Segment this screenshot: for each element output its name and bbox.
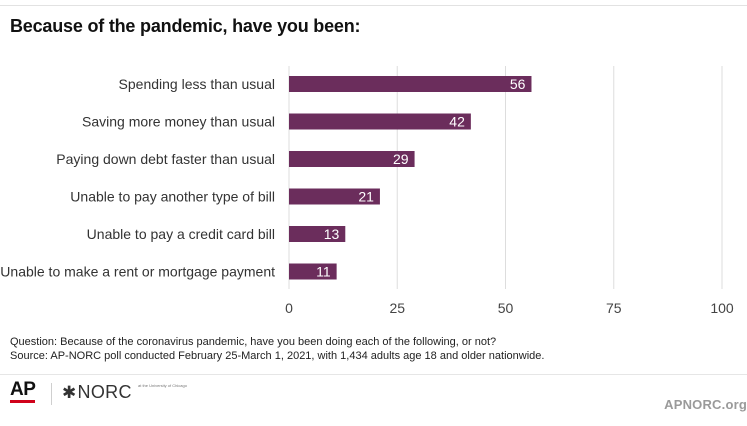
category-labels: Spending less than usual Saving more mone… — [0, 76, 275, 280]
x-tick-label: 50 — [498, 300, 514, 316]
bar — [289, 263, 337, 280]
bar-value-label: 13 — [324, 226, 340, 242]
category-label: Saving more money than usual — [82, 114, 275, 130]
ap-logo: AP — [10, 380, 36, 403]
category-label: Unable to make a rent or mortgage paymen… — [0, 264, 275, 280]
bar-value-label: 42 — [449, 114, 465, 130]
bar — [289, 226, 346, 242]
norc-logo: ✱NORC — [62, 382, 132, 403]
category-label: Unable to pay another type of bill — [70, 189, 275, 205]
bar-value-label: 56 — [510, 76, 526, 92]
bar — [289, 113, 471, 130]
chart-title: Because of the pandemic, have you been: — [10, 16, 361, 36]
category-label: Spending less than usual — [119, 76, 275, 92]
site-link[interactable]: APNORC.org — [664, 397, 747, 412]
x-tick-label: 75 — [606, 300, 622, 316]
gridlines — [288, 66, 723, 289]
x-tick-label: 0 — [285, 300, 293, 316]
bar-value-label: 11 — [316, 264, 331, 280]
x-axis-tick-labels: 0 25 50 75 100 — [285, 300, 734, 316]
logo-separator — [51, 383, 52, 405]
footer-divider — [0, 374, 747, 375]
value-labels: 56 42 29 21 13 11 — [316, 76, 526, 280]
bar — [289, 76, 532, 92]
bars — [289, 76, 532, 280]
category-label: Unable to pay a credit card bill — [87, 226, 275, 242]
bar-value-label: 29 — [393, 151, 409, 167]
top-divider — [0, 5, 747, 6]
category-label: Paying down debt faster than usual — [56, 151, 275, 167]
bar-chart: Spending less than usual Saving more mone… — [0, 66, 734, 316]
bar-value-label: 21 — [358, 189, 374, 205]
bar — [289, 151, 415, 167]
norc-logo-text: NORC — [77, 382, 132, 402]
bar — [289, 188, 380, 205]
norc-star-icon: ✱ — [62, 383, 77, 402]
source-note: Source: AP-NORC poll conducted February … — [10, 349, 545, 362]
chart-notes: Question: Because of the coronavirus pan… — [10, 336, 544, 363]
x-tick-label: 100 — [710, 300, 734, 316]
x-tick-label: 25 — [389, 300, 405, 316]
question-note: Question: Because of the coronavirus pan… — [10, 336, 497, 348]
norc-logo-subtitle: at the University of Chicago — [138, 383, 187, 388]
